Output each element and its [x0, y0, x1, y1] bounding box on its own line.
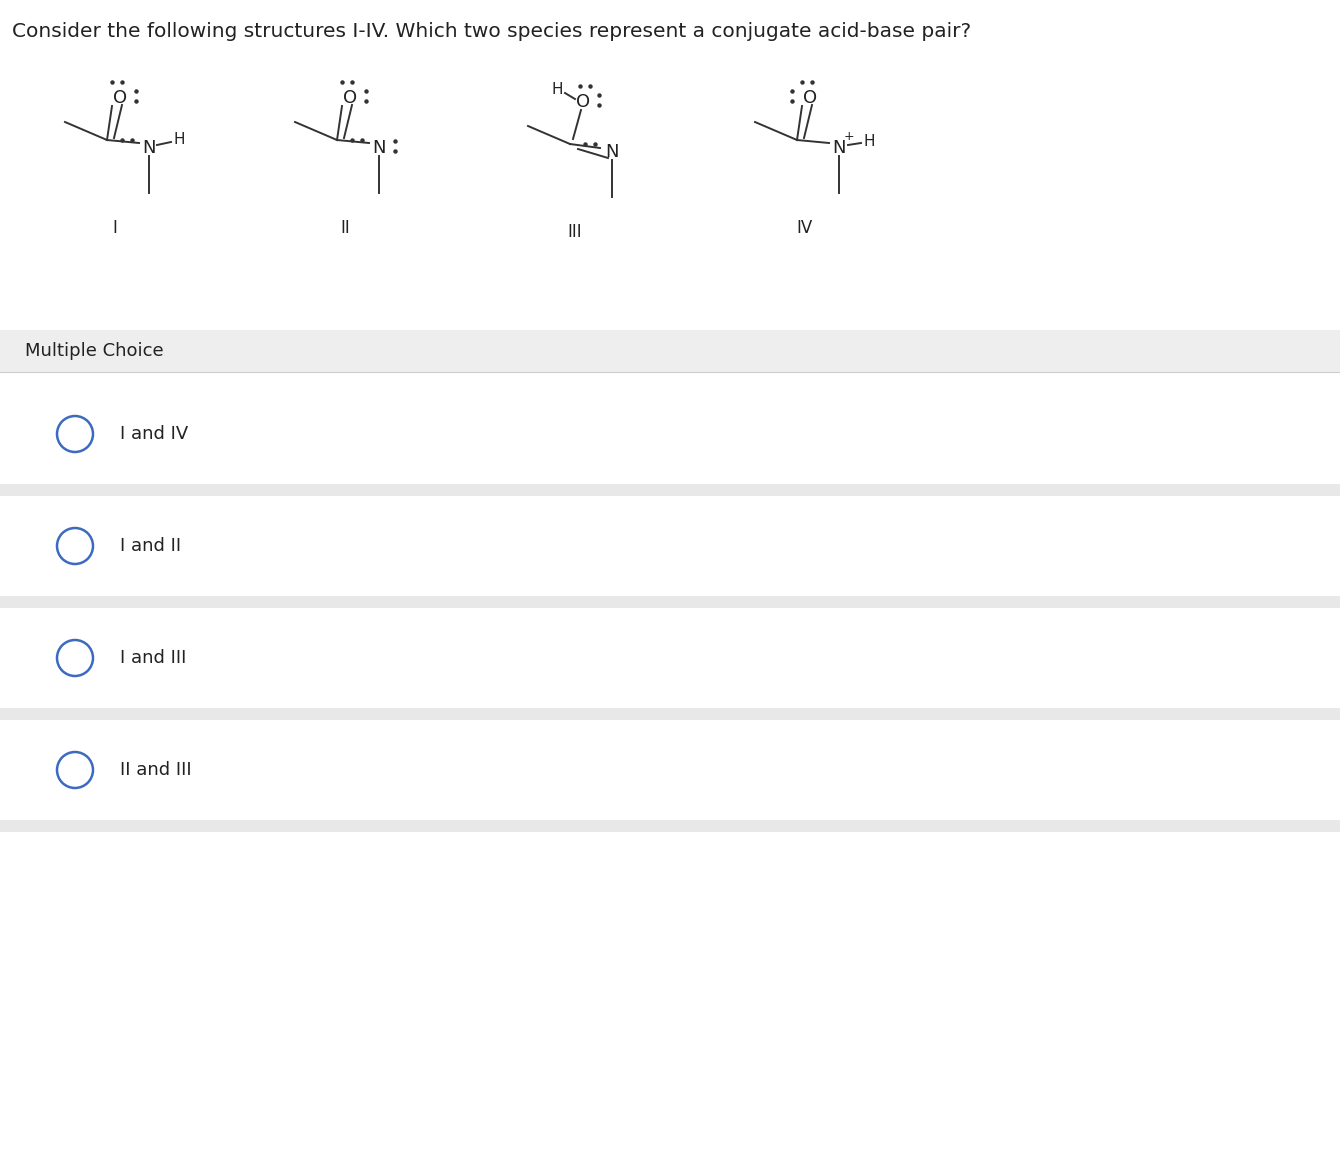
Text: Multiple Choice: Multiple Choice — [25, 342, 163, 360]
Bar — [25, 608, 1340, 708]
Text: Consider the following structures I-IV. Which two species represent a conjugate : Consider the following structures I-IV. … — [12, 22, 971, 41]
Text: N: N — [832, 139, 846, 157]
Text: IV: IV — [797, 219, 813, 237]
Text: N: N — [606, 142, 619, 161]
Bar — [0, 820, 1340, 831]
Bar — [0, 596, 1340, 608]
Text: +: + — [844, 130, 855, 142]
Text: H: H — [173, 132, 185, 147]
Bar — [0, 330, 1340, 372]
Text: O: O — [113, 89, 127, 107]
Bar — [25, 496, 1340, 596]
Bar — [25, 720, 1340, 820]
Text: III: III — [568, 223, 583, 241]
Text: I and II: I and II — [121, 537, 181, 555]
Text: O: O — [803, 89, 817, 107]
Text: II: II — [340, 219, 350, 237]
Text: O: O — [576, 93, 590, 111]
Text: I and IV: I and IV — [121, 425, 188, 444]
Text: O: O — [343, 89, 356, 107]
Text: H: H — [551, 82, 563, 97]
Text: N: N — [142, 139, 155, 157]
Bar — [0, 708, 1340, 720]
Bar — [0, 484, 1340, 496]
Text: I: I — [113, 219, 118, 237]
Text: II and III: II and III — [121, 761, 192, 779]
Text: H: H — [863, 134, 875, 149]
Bar — [25, 384, 1340, 484]
Text: I and III: I and III — [121, 648, 186, 667]
Text: N: N — [373, 139, 386, 157]
